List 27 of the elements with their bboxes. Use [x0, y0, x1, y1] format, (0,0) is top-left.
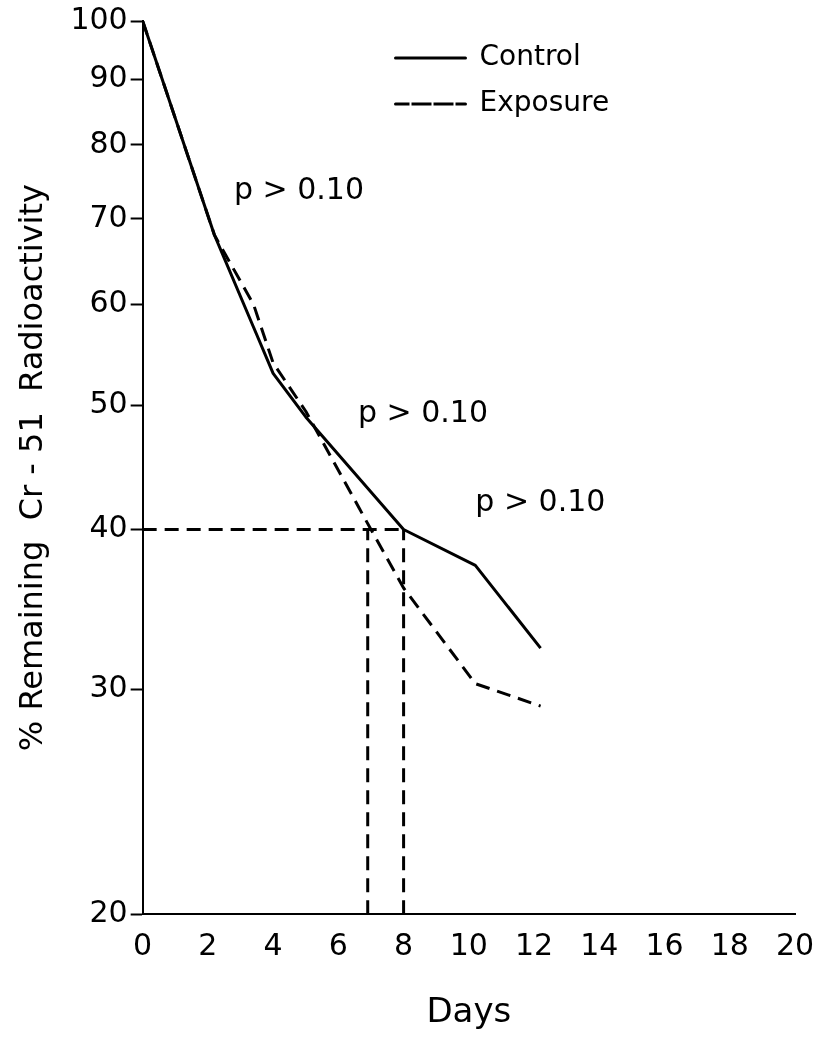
x-tick-label: 16: [645, 927, 684, 962]
x-tick-label: 2: [198, 927, 218, 962]
y-tick-label: 30: [89, 668, 128, 704]
x-tick-label: 8: [394, 927, 414, 962]
y-tick-label: 60: [89, 284, 128, 320]
y-tick-label: 50: [89, 385, 128, 421]
y-tick-label: 20: [89, 894, 128, 929]
x-tick-label: 20: [775, 927, 815, 962]
y-tick-label: 90: [89, 59, 128, 95]
annotation: p > 0.10: [233, 170, 365, 206]
x-tick-label: 10: [449, 927, 488, 962]
x-axis-title: Days: [426, 990, 512, 1031]
x-tick-label: 18: [710, 927, 749, 962]
y-tick-label: 100: [70, 0, 128, 36]
y-tick-label: 70: [89, 198, 128, 234]
x-tick-label: 6: [328, 927, 348, 962]
x-tick-label: 12: [514, 927, 554, 962]
annotation: p > 0.10: [357, 393, 488, 429]
legend-label: Exposure: [479, 85, 610, 119]
x-tick-label: 14: [580, 927, 619, 962]
annotation: p > 0.10: [475, 483, 606, 519]
legend-label: Control: [479, 39, 581, 73]
x-tick-label: 4: [263, 927, 283, 962]
x-tick-label: 0: [133, 927, 153, 962]
y-axis-title: % Remaining Cr - 51 Radioactivity: [11, 184, 50, 752]
y-tick-label: 80: [89, 124, 128, 160]
y-tick-label: 40: [89, 509, 128, 545]
